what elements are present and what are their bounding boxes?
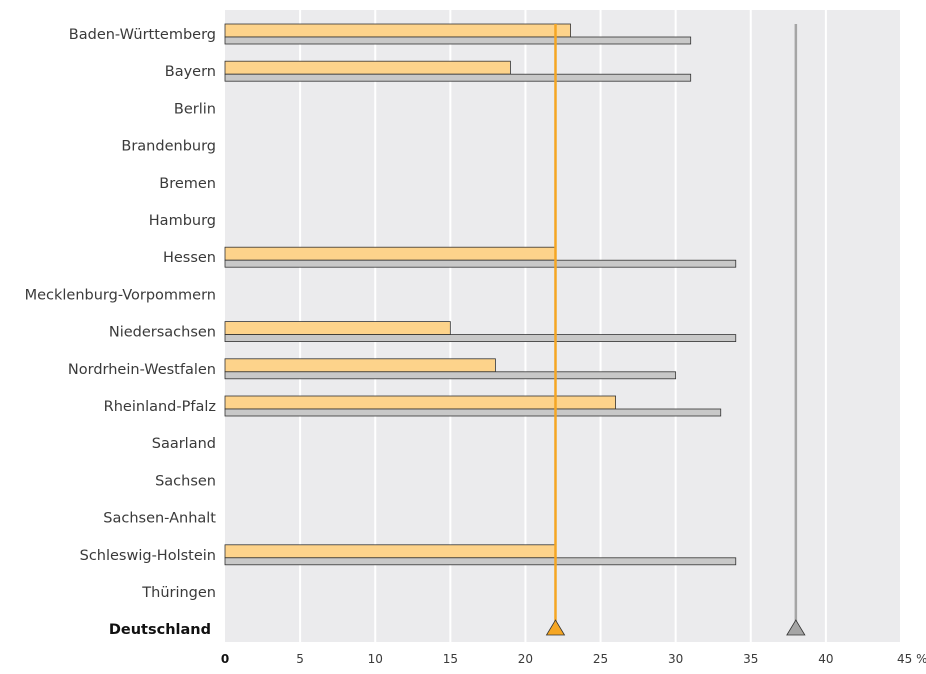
x-tick-label: 10 — [368, 652, 383, 666]
category-label: Rheinland-Pfalz — [104, 399, 216, 415]
bar-series2-1 — [224, 73, 692, 82]
bar-series2-10 — [224, 408, 722, 417]
bar-series1-6 — [224, 246, 556, 261]
category-label: Sachsen — [155, 473, 216, 489]
x-tick-label: 40 — [818, 652, 833, 666]
bar-series1-0 — [224, 23, 571, 38]
category-label: Schleswig-Holstein — [80, 548, 216, 564]
category-label: Mecklenburg-Vorpommern — [25, 287, 216, 303]
bar-series2-6 — [224, 259, 737, 268]
x-tick-label: 20 — [518, 652, 533, 666]
category-label: Niedersachsen — [109, 325, 216, 341]
x-tick-label: 35 — [743, 652, 758, 666]
reference-marker-series1 — [545, 619, 566, 636]
total-label: Deutschland — [109, 622, 211, 638]
bar-series1-9 — [224, 358, 496, 373]
reference-marker-series2 — [786, 619, 806, 636]
x-axis-tick-labels: 0 5 10 15 20 25 30 35 40 45 % — [221, 652, 926, 666]
reference-lines — [545, 24, 806, 636]
category-label: Hamburg — [149, 213, 216, 229]
x-tick-label: 30 — [668, 652, 683, 666]
x-tick-label: 25 — [593, 652, 608, 666]
x-tick-label: 5 — [296, 652, 304, 666]
category-label: Saarland — [152, 436, 216, 452]
category-label: Brandenburg — [121, 139, 216, 155]
bar-series1-1 — [224, 60, 511, 75]
bars — [224, 23, 737, 566]
x-tick-label: 45 % — [897, 652, 926, 666]
category-label: Nordrhein-Westfalen — [68, 362, 216, 378]
bar-series2-14 — [224, 557, 737, 566]
category-label: Bayern — [165, 64, 216, 80]
category-label: Berlin — [174, 101, 216, 117]
category-label: Bremen — [159, 176, 216, 192]
bar-series2-9 — [224, 371, 677, 380]
bar-series1-10 — [224, 395, 616, 410]
bar-series1-8 — [224, 321, 451, 336]
category-label: Baden-Württemberg — [69, 27, 216, 43]
bar-series1-14 — [224, 544, 556, 559]
category-label: Thüringen — [141, 585, 216, 601]
x-tick-label: 0 — [221, 652, 229, 666]
category-label: Sachsen-Anhalt — [103, 511, 216, 527]
bar-series2-0 — [224, 36, 692, 45]
bar-series2-8 — [224, 334, 737, 343]
category-label: Hessen — [163, 250, 216, 266]
category-labels: Baden-Württemberg Bayern Berlin Brandenburg… — [25, 27, 217, 638]
x-tick-label: 15 — [443, 652, 458, 666]
